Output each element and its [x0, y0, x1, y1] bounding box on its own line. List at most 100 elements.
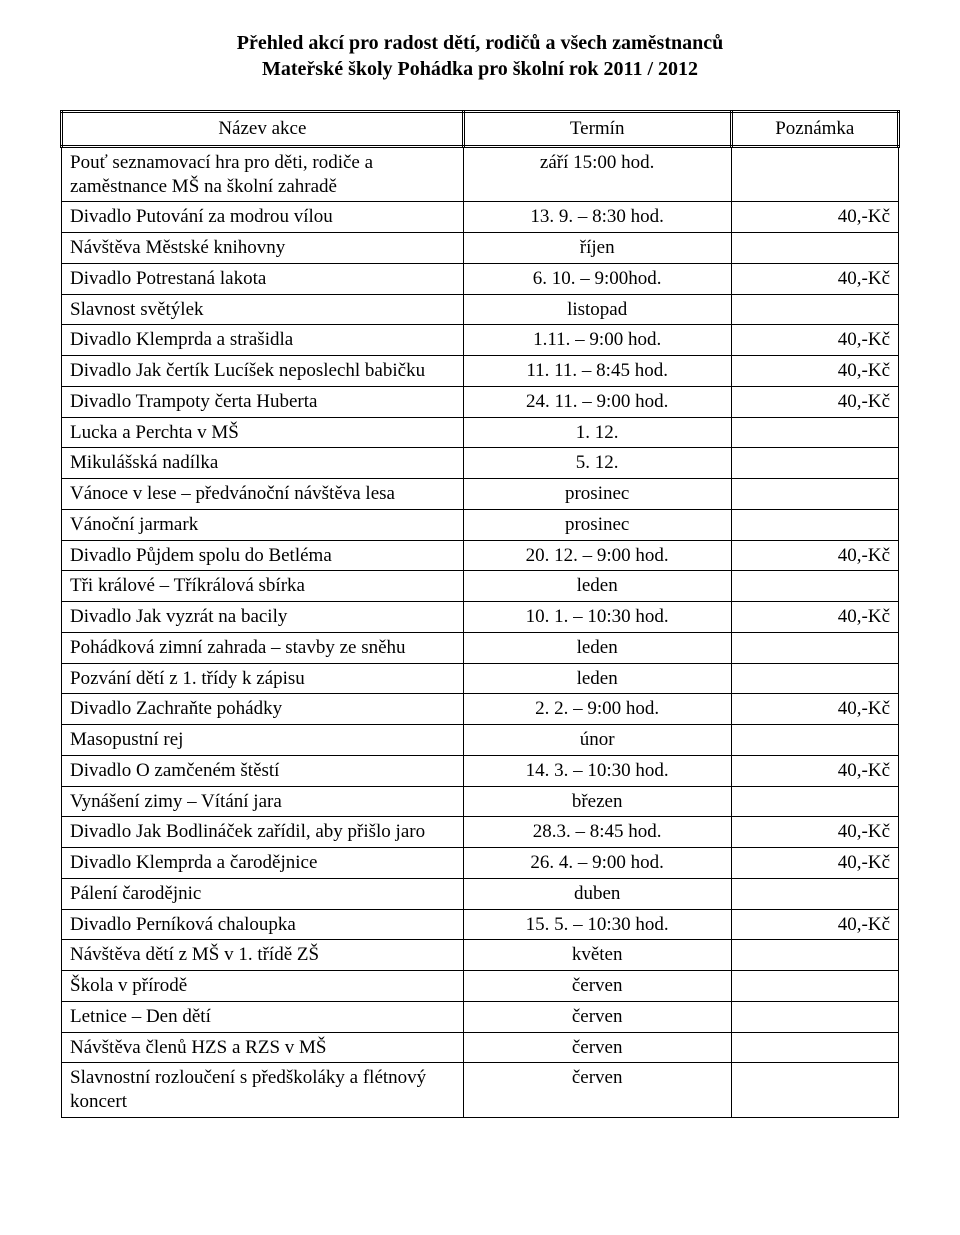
page-subtitle: Mateřské školy Pohádka pro školní rok 20…	[60, 56, 900, 82]
cell-event-note: 40,-Kč	[731, 909, 898, 940]
cell-event-name: Divadlo O zamčeném štěstí	[62, 755, 464, 786]
col-header-name: Název akce	[62, 112, 464, 147]
cell-event-term: 6. 10. – 9:00hod.	[463, 263, 731, 294]
cell-event-note: 40,-Kč	[731, 356, 898, 387]
cell-event-name: Vynášení zimy – Vítání jara	[62, 786, 464, 817]
cell-event-term: červen	[463, 1032, 731, 1063]
cell-event-term: 2. 2. – 9:00 hod.	[463, 694, 731, 725]
table-row: Návštěva Městské knihovnyříjen	[62, 233, 899, 264]
cell-event-name: Návštěva členů HZS a RZS v MŠ	[62, 1032, 464, 1063]
cell-event-term: duben	[463, 878, 731, 909]
cell-event-term: září 15:00 hod.	[463, 146, 731, 202]
cell-event-term: leden	[463, 663, 731, 694]
table-row: Divadlo Perníková chaloupka15. 5. – 10:3…	[62, 909, 899, 940]
cell-event-term: prosinec	[463, 509, 731, 540]
cell-event-note	[731, 571, 898, 602]
table-row: Vánoční jarmarkprosinec	[62, 509, 899, 540]
cell-event-name: Lucka a Perchta v MŠ	[62, 417, 464, 448]
cell-event-note	[731, 632, 898, 663]
table-row: Lucka a Perchta v MŠ1. 12.	[62, 417, 899, 448]
cell-event-name: Divadlo Jak vyzrát na bacily	[62, 602, 464, 633]
cell-event-note: 40,-Kč	[731, 263, 898, 294]
cell-event-term: 10. 1. – 10:30 hod.	[463, 602, 731, 633]
cell-event-term: 20. 12. – 9:00 hod.	[463, 540, 731, 571]
cell-event-name: Divadlo Půjdem spolu do Betléma	[62, 540, 464, 571]
table-row: Návštěva dětí z MŠ v 1. třídě ZŠkvěten	[62, 940, 899, 971]
table-row: Škola v příroděčerven	[62, 971, 899, 1002]
table-row: Divadlo Potrestaná lakota6. 10. – 9:00ho…	[62, 263, 899, 294]
cell-event-term: 1. 12.	[463, 417, 731, 448]
cell-event-name: Vánoce v lese – předvánoční návštěva les…	[62, 479, 464, 510]
cell-event-name: Návštěva dětí z MŠ v 1. třídě ZŠ	[62, 940, 464, 971]
cell-event-note	[731, 233, 898, 264]
cell-event-note	[731, 448, 898, 479]
cell-event-note: 40,-Kč	[731, 817, 898, 848]
cell-event-note	[731, 1032, 898, 1063]
cell-event-name: Letnice – Den dětí	[62, 1001, 464, 1032]
events-table: Název akce Termín Poznámka Pouť seznamov…	[60, 110, 900, 1118]
cell-event-term: 11. 11. – 8:45 hod.	[463, 356, 731, 387]
table-row: Mikulášská nadílka5. 12.	[62, 448, 899, 479]
cell-event-term: prosinec	[463, 479, 731, 510]
cell-event-name: Divadlo Zachraňte pohádky	[62, 694, 464, 725]
cell-event-note: 40,-Kč	[731, 540, 898, 571]
table-row: Divadlo Putování za modrou vílou13. 9. –…	[62, 202, 899, 233]
cell-event-note	[731, 971, 898, 1002]
cell-event-name: Divadlo Klemprda a čarodějnice	[62, 848, 464, 879]
table-row: Vánoce v lese – předvánoční návštěva les…	[62, 479, 899, 510]
cell-event-name: Divadlo Potrestaná lakota	[62, 263, 464, 294]
cell-event-term: leden	[463, 632, 731, 663]
table-row: Pouť seznamovací hra pro děti, rodiče a …	[62, 146, 899, 202]
cell-event-term: 24. 11. – 9:00 hod.	[463, 386, 731, 417]
table-row: Masopustní rejúnor	[62, 725, 899, 756]
cell-event-name: Mikulášská nadílka	[62, 448, 464, 479]
table-row: Divadlo Trampoty čerta Huberta24. 11. – …	[62, 386, 899, 417]
table-header-row: Název akce Termín Poznámka	[62, 112, 899, 147]
table-row: Divadlo Jak čertík Lucíšek neposlechl ba…	[62, 356, 899, 387]
events-table-body: Pouť seznamovací hra pro děti, rodiče a …	[62, 146, 899, 1117]
cell-event-note	[731, 940, 898, 971]
cell-event-term: 28.3. – 8:45 hod.	[463, 817, 731, 848]
cell-event-name: Tři králové – Tříkrálová sbírka	[62, 571, 464, 602]
cell-event-term: 14. 3. – 10:30 hod.	[463, 755, 731, 786]
cell-event-note: 40,-Kč	[731, 755, 898, 786]
cell-event-note: 40,-Kč	[731, 202, 898, 233]
cell-event-name: Pouť seznamovací hra pro děti, rodiče a …	[62, 146, 464, 202]
cell-event-name: Škola v přírodě	[62, 971, 464, 1002]
cell-event-name: Pozvání dětí z 1. třídy k zápisu	[62, 663, 464, 694]
cell-event-name: Divadlo Klemprda a strašidla	[62, 325, 464, 356]
cell-event-note: 40,-Kč	[731, 602, 898, 633]
cell-event-name: Návštěva Městské knihovny	[62, 233, 464, 264]
table-row: Divadlo Jak Bodlináček zařídil, aby přiš…	[62, 817, 899, 848]
cell-event-name: Pálení čarodějnic	[62, 878, 464, 909]
cell-event-term: leden	[463, 571, 731, 602]
table-row: Divadlo Jak vyzrát na bacily10. 1. – 10:…	[62, 602, 899, 633]
document-page: Přehled akcí pro radost dětí, rodičů a v…	[0, 0, 960, 1235]
table-row: Tři králové – Tříkrálová sbírkaleden	[62, 571, 899, 602]
cell-event-name: Vánoční jarmark	[62, 509, 464, 540]
cell-event-term: červen	[463, 1001, 731, 1032]
table-row: Divadlo O zamčeném štěstí14. 3. – 10:30 …	[62, 755, 899, 786]
cell-event-note: 40,-Kč	[731, 848, 898, 879]
cell-event-note: 40,-Kč	[731, 694, 898, 725]
cell-event-term: 13. 9. – 8:30 hod.	[463, 202, 731, 233]
cell-event-note	[731, 1001, 898, 1032]
table-row: Slavnost světýleklistopad	[62, 294, 899, 325]
cell-event-note	[731, 509, 898, 540]
cell-event-term: červen	[463, 1063, 731, 1118]
cell-event-term: 1.11. – 9:00 hod.	[463, 325, 731, 356]
cell-event-term: březen	[463, 786, 731, 817]
table-row: Letnice – Den dětíčerven	[62, 1001, 899, 1032]
table-row: Slavnostní rozloučení s předškoláky a fl…	[62, 1063, 899, 1118]
table-row: Divadlo Klemprda a strašidla1.11. – 9:00…	[62, 325, 899, 356]
cell-event-note	[731, 878, 898, 909]
cell-event-name: Divadlo Putování za modrou vílou	[62, 202, 464, 233]
cell-event-term: říjen	[463, 233, 731, 264]
cell-event-name: Pohádková zimní zahrada – stavby ze sněh…	[62, 632, 464, 663]
cell-event-term: listopad	[463, 294, 731, 325]
page-title: Přehled akcí pro radost dětí, rodičů a v…	[60, 30, 900, 56]
cell-event-term: květen	[463, 940, 731, 971]
cell-event-note: 40,-Kč	[731, 386, 898, 417]
table-row: Pálení čarodějnicduben	[62, 878, 899, 909]
cell-event-term: 15. 5. – 10:30 hod.	[463, 909, 731, 940]
